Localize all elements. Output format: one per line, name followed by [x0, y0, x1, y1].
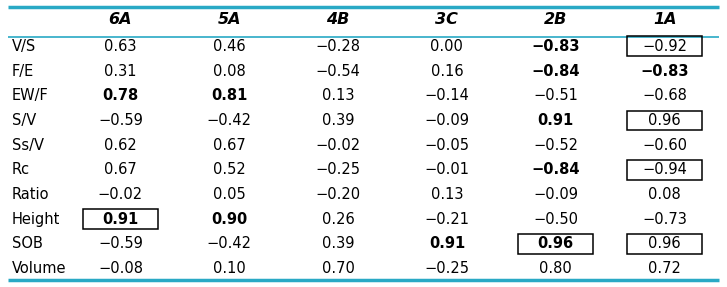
Text: 0.91: 0.91 — [103, 212, 139, 227]
Text: 0.08: 0.08 — [213, 63, 246, 79]
Text: 0.62: 0.62 — [104, 138, 137, 153]
Text: 0.96: 0.96 — [648, 113, 681, 128]
Text: 0.16: 0.16 — [430, 63, 463, 79]
Text: F/E: F/E — [12, 63, 34, 79]
Text: 1A: 1A — [653, 13, 676, 28]
Text: −0.09: −0.09 — [533, 187, 578, 202]
Text: 0.31: 0.31 — [104, 63, 137, 79]
Text: SOB: SOB — [12, 236, 43, 251]
Text: −0.73: −0.73 — [642, 212, 687, 227]
Text: 4B: 4B — [326, 13, 350, 28]
Text: −0.92: −0.92 — [642, 39, 687, 54]
Text: S/V: S/V — [12, 113, 36, 128]
Text: 0.46: 0.46 — [213, 39, 246, 54]
Text: 0.52: 0.52 — [213, 162, 246, 177]
Text: 0.72: 0.72 — [648, 261, 681, 276]
Text: 0.39: 0.39 — [322, 113, 354, 128]
Text: −0.02: −0.02 — [98, 187, 143, 202]
Text: −0.21: −0.21 — [425, 212, 470, 227]
Text: 0.91: 0.91 — [429, 236, 465, 251]
Text: Ss/V: Ss/V — [12, 138, 44, 153]
Text: 0.81: 0.81 — [211, 88, 247, 103]
Text: Height: Height — [12, 212, 60, 227]
Text: 5A: 5A — [217, 13, 241, 28]
Text: 0.13: 0.13 — [322, 88, 354, 103]
Text: Ratio: Ratio — [12, 187, 49, 202]
Text: −0.25: −0.25 — [316, 162, 361, 177]
Text: −0.52: −0.52 — [533, 138, 578, 153]
Text: −0.51: −0.51 — [534, 88, 578, 103]
Text: −0.68: −0.68 — [642, 88, 687, 103]
Text: −0.83: −0.83 — [640, 63, 689, 79]
Text: 0.13: 0.13 — [430, 187, 463, 202]
Text: −0.42: −0.42 — [206, 236, 252, 251]
Text: −0.09: −0.09 — [425, 113, 470, 128]
Text: −0.28: −0.28 — [316, 39, 361, 54]
Text: −0.42: −0.42 — [206, 113, 252, 128]
Text: −0.02: −0.02 — [316, 138, 361, 153]
Text: −0.01: −0.01 — [425, 162, 470, 177]
Text: −0.20: −0.20 — [316, 187, 361, 202]
Text: −0.60: −0.60 — [642, 138, 687, 153]
Text: 0.39: 0.39 — [322, 236, 354, 251]
Text: −0.94: −0.94 — [642, 162, 687, 177]
Text: 0.96: 0.96 — [538, 236, 574, 251]
Text: 2B: 2B — [544, 13, 568, 28]
Text: V/S: V/S — [12, 39, 36, 54]
Text: 0.96: 0.96 — [648, 236, 681, 251]
Text: 0.67: 0.67 — [104, 162, 137, 177]
Text: −0.84: −0.84 — [531, 162, 580, 177]
Text: 0.10: 0.10 — [213, 261, 246, 276]
Text: 0.90: 0.90 — [211, 212, 247, 227]
Text: 0.70: 0.70 — [321, 261, 355, 276]
Text: 0.80: 0.80 — [539, 261, 572, 276]
Text: −0.54: −0.54 — [316, 63, 361, 79]
Text: −0.84: −0.84 — [531, 63, 580, 79]
Text: −0.59: −0.59 — [98, 236, 142, 251]
Text: 0.67: 0.67 — [213, 138, 246, 153]
Text: −0.08: −0.08 — [98, 261, 143, 276]
Text: −0.05: −0.05 — [425, 138, 470, 153]
Text: 6A: 6A — [108, 13, 132, 28]
Text: −0.50: −0.50 — [533, 212, 578, 227]
Text: −0.25: −0.25 — [425, 261, 470, 276]
Text: Rc: Rc — [12, 162, 30, 177]
Text: 0.05: 0.05 — [213, 187, 246, 202]
Text: −0.14: −0.14 — [425, 88, 470, 103]
Text: 0.00: 0.00 — [430, 39, 463, 54]
Text: −0.59: −0.59 — [98, 113, 142, 128]
Text: 3C: 3C — [435, 13, 458, 28]
Text: −0.83: −0.83 — [531, 39, 580, 54]
Text: 0.08: 0.08 — [648, 187, 681, 202]
Text: 0.26: 0.26 — [322, 212, 355, 227]
Text: 0.91: 0.91 — [538, 113, 574, 128]
Text: 0.63: 0.63 — [104, 39, 137, 54]
Text: Volume: Volume — [12, 261, 66, 276]
Text: 0.78: 0.78 — [103, 88, 139, 103]
Text: EW/F: EW/F — [12, 88, 49, 103]
